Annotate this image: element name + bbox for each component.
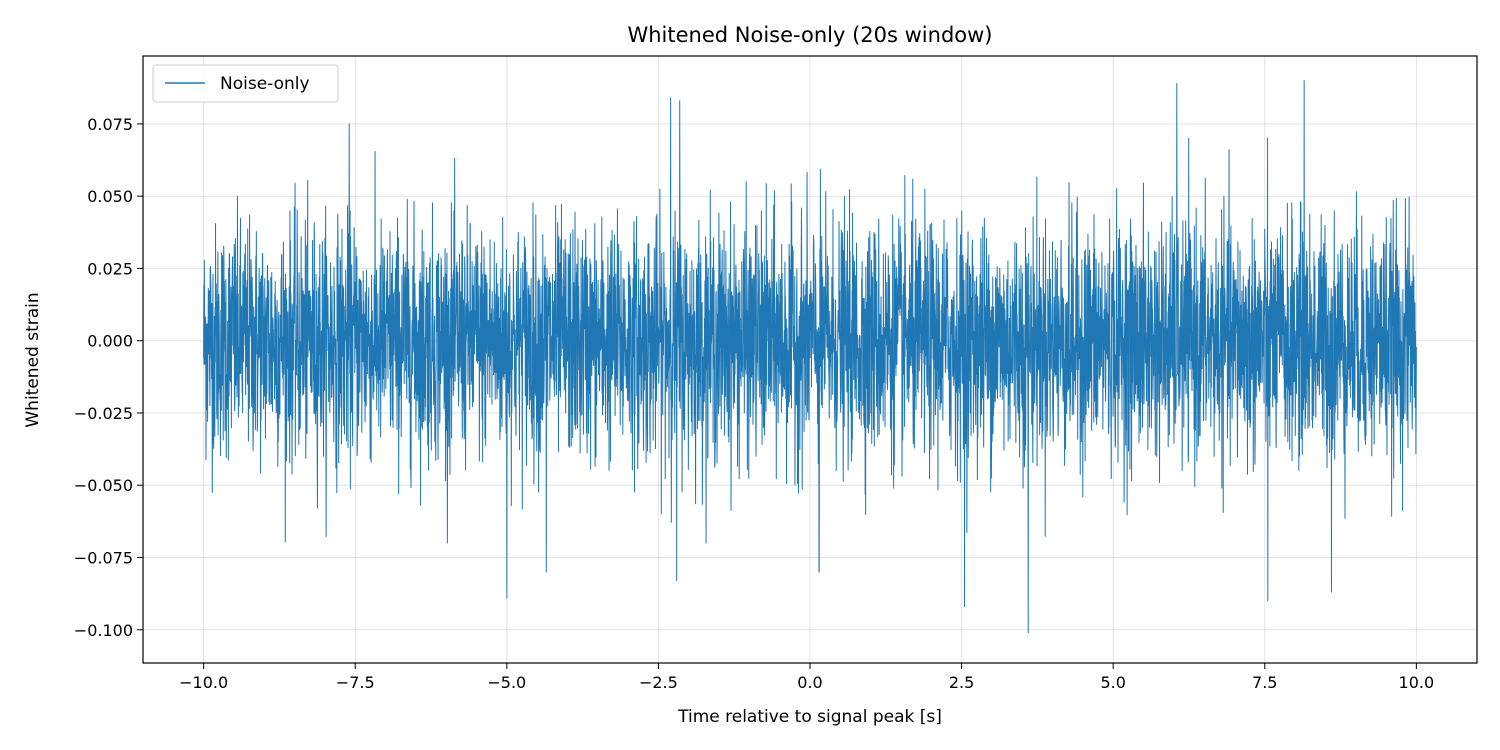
- series-layer: [203, 80, 1417, 634]
- x-tick-label: 0.0: [797, 673, 822, 692]
- x-tick-label: 7.5: [1252, 673, 1277, 692]
- y-axis-label: Whitened strain: [23, 292, 43, 427]
- y-tick-label: −0.075: [74, 548, 133, 567]
- y-tick-label: −0.050: [74, 476, 133, 495]
- x-tick-label: 5.0: [1100, 673, 1125, 692]
- y-tick-label: −0.100: [74, 621, 133, 640]
- y-tick-label: 0.050: [87, 187, 133, 206]
- x-tick-label: −2.5: [639, 673, 678, 692]
- x-axis: −10.0 −7.5 −5.0 −2.5 0.0 2.5 5.0 7.5 10.0: [179, 663, 1434, 692]
- x-tick-label: −7.5: [336, 673, 375, 692]
- legend-label-noise-only: Noise-only: [220, 74, 310, 94]
- legend: Noise-only: [152, 64, 339, 103]
- y-tick-label: 0.000: [87, 332, 133, 351]
- x-tick-label: 10.0: [1399, 673, 1435, 692]
- x-tick-label: −10.0: [179, 673, 228, 692]
- y-tick-label: 0.025: [87, 259, 133, 278]
- x-tick-label: −5.0: [487, 673, 526, 692]
- chart-title: Whitened Noise-only (20s window): [627, 23, 992, 47]
- x-axis-label: Time relative to signal peak [s]: [677, 707, 942, 727]
- legend-box: [152, 64, 339, 103]
- x-tick-label: 2.5: [949, 673, 974, 692]
- y-tick-label: −0.025: [74, 404, 133, 423]
- series-line-noise-only: [203, 80, 1417, 634]
- y-tick-label: 0.075: [87, 115, 133, 134]
- y-axis: −0.100 −0.075 −0.050 −0.025 0.000 0.025 0.050 0…: [74, 115, 143, 640]
